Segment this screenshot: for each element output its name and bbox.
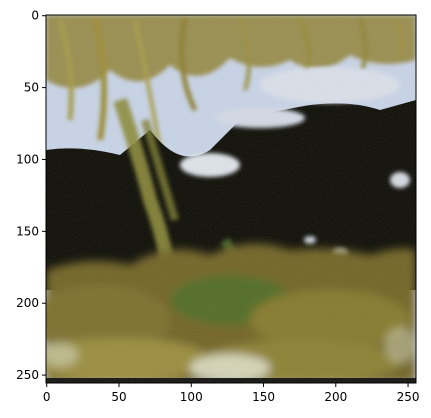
x-tick-label: 250: [397, 390, 420, 404]
y-tick-label: 150: [16, 224, 39, 238]
x-axis: 0 50 100 150 200 250: [43, 383, 420, 404]
y-tick-label: 200: [16, 296, 39, 310]
y-tick-label: 50: [24, 81, 39, 95]
x-tick-label: 150: [252, 390, 275, 404]
y-tick-label: 0: [31, 9, 39, 23]
y-tick-label: 250: [16, 368, 39, 382]
x-tick-label: 50: [111, 390, 126, 404]
y-tick-label: 100: [16, 152, 39, 166]
x-tick-label: 200: [324, 390, 347, 404]
axes-frame: [45, 14, 417, 384]
x-tick-label: 100: [180, 390, 203, 404]
image-plot-area: [46, 15, 416, 383]
y-axis: 0 50 100 150 200 250: [16, 9, 46, 382]
x-tick-label: 0: [43, 390, 51, 404]
